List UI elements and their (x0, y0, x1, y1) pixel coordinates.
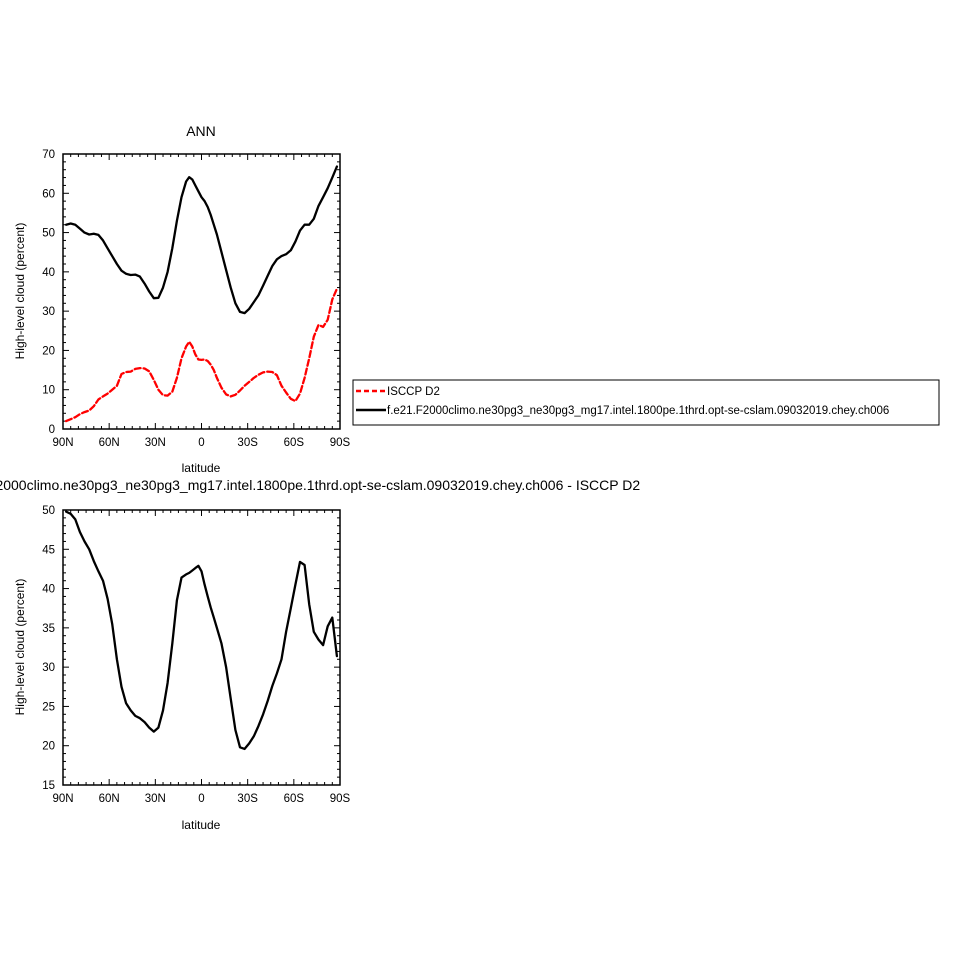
y-tick-label: 30 (42, 662, 55, 674)
y-tick-label: 15 (42, 780, 55, 792)
x-tick-label: 90S (330, 437, 351, 449)
legend-label-model: f.e21.F2000climo.ne30pg3_ne30pg3_mg17.in… (387, 405, 889, 417)
x-tick-label: 60N (99, 437, 120, 449)
x-tick-label: 30N (145, 437, 166, 449)
x-tick-label: 30S (237, 437, 258, 449)
x-tick-label: 90S (330, 793, 351, 805)
top-panel-ticks: 90N 60N 30N 0 30S 60S 90S 0 10 20 30 40 50 60 70 (42, 149, 350, 449)
top-panel: ANN 90N 60N 30N 0 30S 60S 90S 0 10 20 30 40 50 60 70 l… (13, 123, 351, 475)
top-panel-frame (62, 153, 341, 430)
legend-box (352, 379, 940, 426)
top-panel-title: ANN (186, 123, 216, 139)
legend: ISCCP D2 f.e21.F2000climo.ne30pg3_ne30pg… (352, 379, 940, 426)
top-panel-ylabel: High-level cloud (percent) (13, 223, 27, 360)
y-tick-label: 25 (42, 701, 55, 713)
bottom-panel-series (64, 510, 339, 751)
series-line-1 (64, 165, 339, 315)
y-tick-label: 0 (49, 424, 55, 436)
bottom-panel: f.e21.F2000climo.ne30pg3_ne30pg3_mg17.in… (0, 477, 640, 832)
x-tick-label: 0 (198, 437, 204, 449)
x-tick-label: 0 (198, 793, 204, 805)
x-tick-label: 60S (284, 793, 305, 805)
bottom-panel-title: f.e21.F2000climo.ne30pg3_ne30pg3_mg17.in… (0, 477, 640, 493)
top-panel-series (64, 165, 339, 423)
y-tick-label: 30 (42, 306, 55, 318)
x-tick-label: 90N (52, 437, 73, 449)
y-tick-label: 50 (42, 505, 55, 517)
y-tick-label: 40 (42, 584, 55, 596)
x-tick-label: 30N (145, 793, 166, 805)
y-tick-label: 35 (42, 623, 55, 635)
y-tick-label: 50 (42, 228, 55, 240)
y-tick-label: 45 (42, 544, 55, 556)
bottom-panel-ylabel: High-level cloud (percent) (13, 579, 27, 716)
y-tick-label: 20 (42, 741, 55, 753)
x-tick-label: 60S (284, 437, 305, 449)
y-tick-label: 70 (42, 149, 55, 161)
series-line-0 (64, 510, 339, 751)
y-tick-label: 10 (42, 385, 55, 397)
bottom-panel-xlabel: latitude (182, 818, 221, 832)
x-tick-label: 90N (52, 793, 73, 805)
x-tick-label: 30S (237, 793, 258, 805)
y-tick-label: 60 (42, 188, 55, 200)
legend-label-iscp: ISCCP D2 (387, 386, 440, 398)
bottom-panel-frame (62, 509, 341, 786)
y-tick-label: 20 (42, 345, 55, 357)
top-panel-xlabel: latitude (182, 461, 221, 475)
bottom-panel-ticks: 90N 60N 30N 0 30S 60S 90S 15 20 25 30 35 40 45 50 (42, 505, 350, 805)
y-tick-label: 40 (42, 267, 55, 279)
series-line-0 (64, 287, 339, 423)
x-tick-label: 60N (99, 793, 120, 805)
